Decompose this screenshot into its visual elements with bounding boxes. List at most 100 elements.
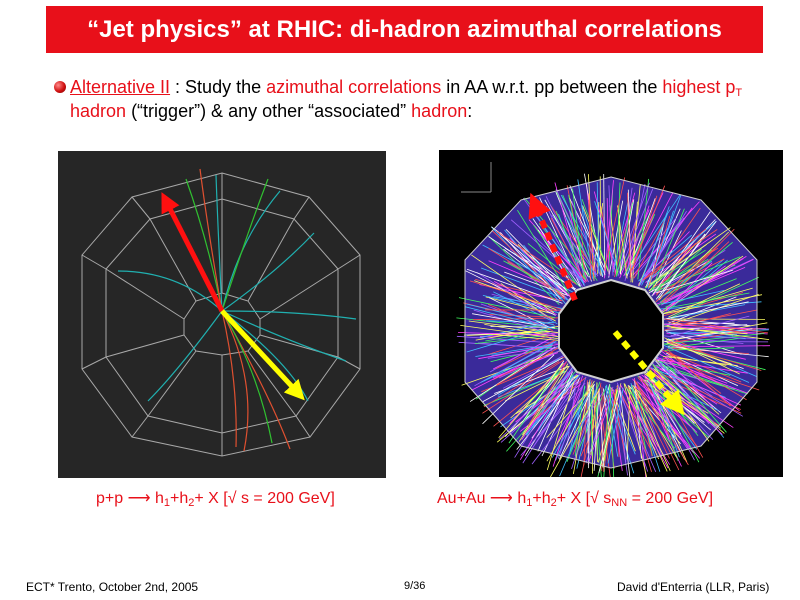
auau-track: [579, 383, 602, 485]
bullet-text-2: in AA w.r.t. pp between the: [441, 77, 663, 97]
bullet-text-1: : Study the: [170, 77, 267, 97]
auau-track: [608, 200, 624, 278]
auau-track: [558, 383, 595, 460]
auau-track: [482, 244, 574, 293]
auau-track: [566, 381, 577, 446]
auau-track: [612, 390, 626, 456]
caption-pp-c: + X [√ s = 200 GeV]: [194, 490, 335, 507]
auau-track: [487, 349, 553, 359]
auau-track: [580, 389, 612, 457]
auau-track: [593, 388, 600, 471]
auau-track: [490, 333, 559, 341]
auau-track: [609, 205, 618, 274]
auau-track: [608, 189, 614, 274]
auau-track: [518, 365, 570, 442]
auau-track: [607, 387, 624, 464]
auau-track: [653, 249, 726, 295]
auau-track: [551, 384, 595, 458]
auau-track: [466, 325, 556, 353]
associated-arrow: [220, 309, 305, 401]
auau-track: [469, 346, 556, 402]
caption-au-a: Au+Au ⟶ h: [437, 490, 527, 507]
auau-track: [659, 359, 713, 397]
auau-track: [596, 182, 600, 274]
auau-track: [653, 248, 702, 294]
auau-track: [584, 173, 603, 277]
auau-track: [634, 379, 642, 459]
auau-track: [581, 205, 604, 276]
auau-track: [571, 390, 598, 470]
hadron-highlight: hadron: [411, 101, 468, 121]
auau-track: [664, 347, 735, 351]
caption-pp-a: p+p ⟶ h: [96, 490, 164, 507]
auau-track: [670, 315, 750, 337]
auau-track: [603, 177, 626, 271]
pp-event-svg: [81, 168, 361, 457]
auau-track: [625, 205, 650, 274]
auau-track: [509, 237, 571, 298]
auau-track: [666, 348, 731, 407]
auau-track: [550, 217, 585, 280]
auau-track: [488, 236, 568, 290]
auau-track: [661, 290, 725, 305]
caption-au-d: = 200 GeV]: [627, 490, 714, 507]
auau-track: [498, 362, 564, 438]
auau-track: [499, 373, 569, 440]
auau-track: [598, 389, 621, 474]
auau-track: [482, 357, 563, 402]
auau-track: [585, 386, 614, 464]
auau-track: [646, 370, 695, 461]
auau-track: [667, 346, 769, 358]
caption-pp: p+p ⟶ h1+h2+ X [√ s = 200 GeV]: [96, 488, 335, 509]
auau-track: [493, 336, 554, 370]
auau-track: [615, 182, 621, 277]
auau-track: [665, 262, 713, 312]
auau-track: [627, 192, 632, 280]
auau-track: [616, 385, 652, 450]
auau-track: [569, 185, 606, 276]
auau-track: [654, 256, 741, 293]
auau-track: [588, 199, 592, 280]
auau-track: [667, 321, 742, 333]
auau-track: [620, 384, 669, 469]
auau-track: [649, 258, 709, 291]
footer-page-number: 9/36: [404, 580, 426, 592]
auau-track: [647, 215, 671, 289]
auau-track: [662, 364, 729, 388]
auau-track: [632, 385, 683, 441]
auau-track: [637, 383, 653, 457]
auau-track: [471, 346, 558, 391]
footer-conference: ECT* Trento, October 2nd, 2005: [26, 580, 199, 594]
auau-track: [617, 188, 654, 277]
slide-title: “Jet physics” at RHIC: di-hadron azimuth…: [87, 15, 722, 43]
auau-track: [670, 326, 768, 335]
auau-track: [522, 372, 571, 437]
auau-track: [482, 359, 565, 414]
caption-au-sub2: 2: [550, 497, 557, 509]
auau-track: [498, 233, 568, 295]
auau-track: [659, 349, 740, 412]
auau-track: [464, 306, 553, 329]
auau-trigger-arrow: [528, 192, 578, 302]
auau-track: [555, 188, 597, 277]
auau-track: [619, 199, 635, 275]
auau-track: [510, 365, 569, 419]
auau-track: [520, 382, 586, 456]
auau-track: [508, 364, 563, 444]
auau-track: [520, 371, 572, 426]
auau-track: [510, 219, 581, 281]
auau-track: [519, 369, 573, 461]
auau-track: [606, 198, 610, 277]
auau-track: [573, 379, 591, 474]
auau-track: [661, 358, 727, 433]
auau-track: [617, 386, 627, 463]
auau-track: [599, 176, 602, 277]
bullet-icon: [54, 81, 66, 93]
auau-track: [617, 182, 650, 272]
highest-pt-text: highest p: [662, 77, 736, 97]
auau-track: [546, 385, 594, 438]
auau-track: [664, 337, 740, 375]
auau-track: [639, 210, 687, 286]
auau-track: [663, 301, 749, 320]
highest-pt-highlight: highest pT hadron: [70, 77, 742, 121]
